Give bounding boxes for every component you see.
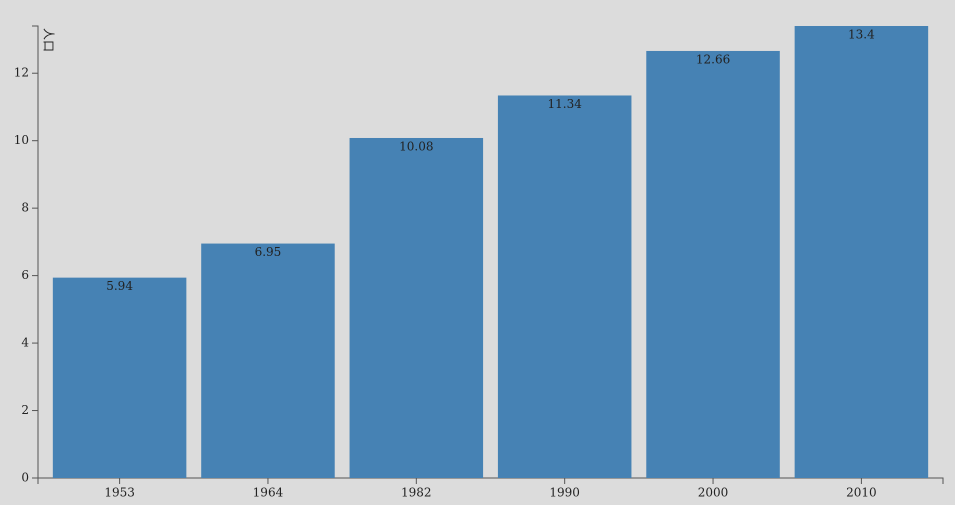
bar bbox=[201, 243, 335, 478]
y-axis-label: 人口 bbox=[42, 28, 56, 52]
bar bbox=[794, 26, 929, 478]
bar bbox=[646, 50, 780, 479]
x-tick-label: 1953 bbox=[104, 486, 135, 500]
value-label: 11.34 bbox=[548, 97, 583, 111]
x-axis bbox=[37, 477, 944, 484]
y-tick-label: 4 bbox=[21, 336, 29, 350]
bar bbox=[52, 277, 187, 478]
x-tick-label: 2000 bbox=[698, 486, 729, 500]
value-label: 6.95 bbox=[255, 245, 282, 259]
y-tick-label: 10 bbox=[14, 133, 29, 147]
value-label: 5.94 bbox=[106, 279, 133, 293]
value-label: 10.08 bbox=[399, 139, 433, 153]
x-tick-label: 2010 bbox=[846, 486, 877, 500]
bar bbox=[497, 95, 632, 478]
x-tick-label: 1964 bbox=[253, 486, 284, 500]
x-tick-label: 1982 bbox=[401, 486, 432, 500]
y-tick-label: 2 bbox=[21, 403, 29, 417]
value-label: 12.66 bbox=[696, 52, 730, 66]
bar bbox=[349, 137, 484, 479]
y-tick-label: 0 bbox=[21, 471, 29, 485]
x-tick-label: 1990 bbox=[549, 486, 580, 500]
value-label: 13.4 bbox=[848, 28, 875, 42]
y-tick-label: 6 bbox=[21, 268, 29, 282]
y-tick-label: 8 bbox=[21, 201, 29, 215]
y-tick-label: 12 bbox=[14, 66, 29, 80]
